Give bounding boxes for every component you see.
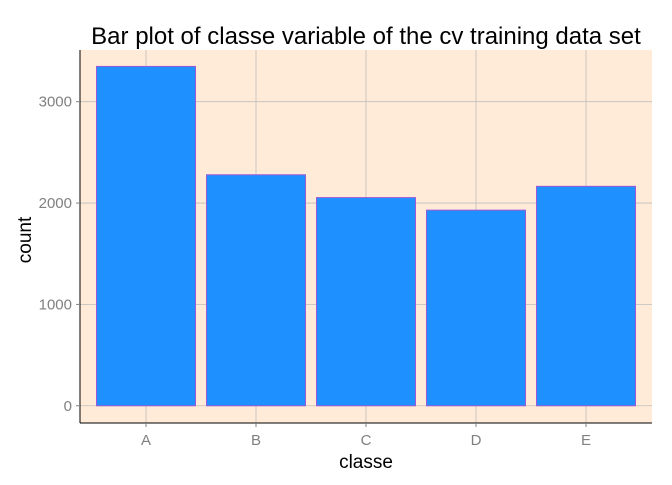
bar-d <box>426 209 526 407</box>
x-tick-label: A <box>141 432 151 449</box>
axes: 0 1000 2000 3000 A B C D E <box>39 50 652 449</box>
y-tick-label: 1000 <box>39 296 72 313</box>
x-tick-label: D <box>471 432 482 449</box>
x-tick-label: E <box>581 432 591 449</box>
bar-e <box>536 185 636 407</box>
y-tick-label: 3000 <box>39 94 72 111</box>
bar-a <box>96 65 196 407</box>
y-tick-label: 0 <box>64 398 72 415</box>
x-tick-label: C <box>361 432 372 449</box>
chart-title: Bar plot of classe variable of the cv tr… <box>91 23 641 50</box>
bar-b <box>206 174 306 407</box>
x-axis-label: classe <box>339 452 393 473</box>
x-tick-label: B <box>251 432 261 449</box>
bar-c <box>316 197 416 407</box>
y-axis-label: count <box>15 216 36 263</box>
bars <box>96 65 636 407</box>
y-tick-label: 2000 <box>39 195 72 212</box>
